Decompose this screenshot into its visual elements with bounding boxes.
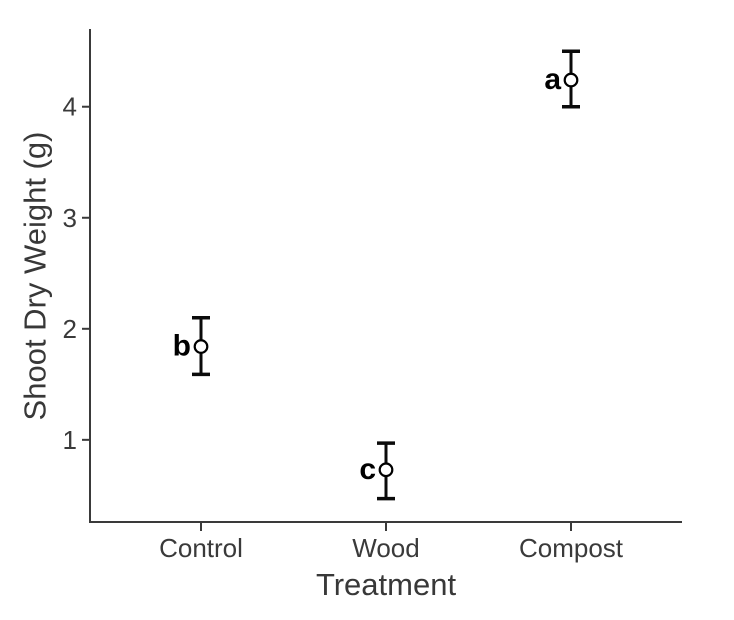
y-tick-label: 1: [63, 425, 77, 455]
sig-letter-compost: a: [544, 63, 561, 96]
sig-letter-control: b: [173, 330, 191, 363]
x-tick-label-compost: Compost: [519, 533, 624, 563]
x-tick-label-wood: Wood: [352, 533, 419, 563]
data-point-compost: [563, 72, 579, 88]
x-tick-label-control: Control: [159, 533, 243, 563]
y-tick-label: 2: [63, 314, 77, 344]
x-axis-title: Treatment: [315, 567, 457, 602]
data-point-wood: [378, 462, 394, 478]
sig-letter-wood: c: [359, 453, 376, 486]
y-tick-label: 4: [63, 92, 77, 122]
data-point-control: [193, 339, 209, 354]
y-tick-label: 3: [63, 203, 77, 233]
y-axis-title: Shoot Dry Weight (g): [17, 131, 53, 421]
